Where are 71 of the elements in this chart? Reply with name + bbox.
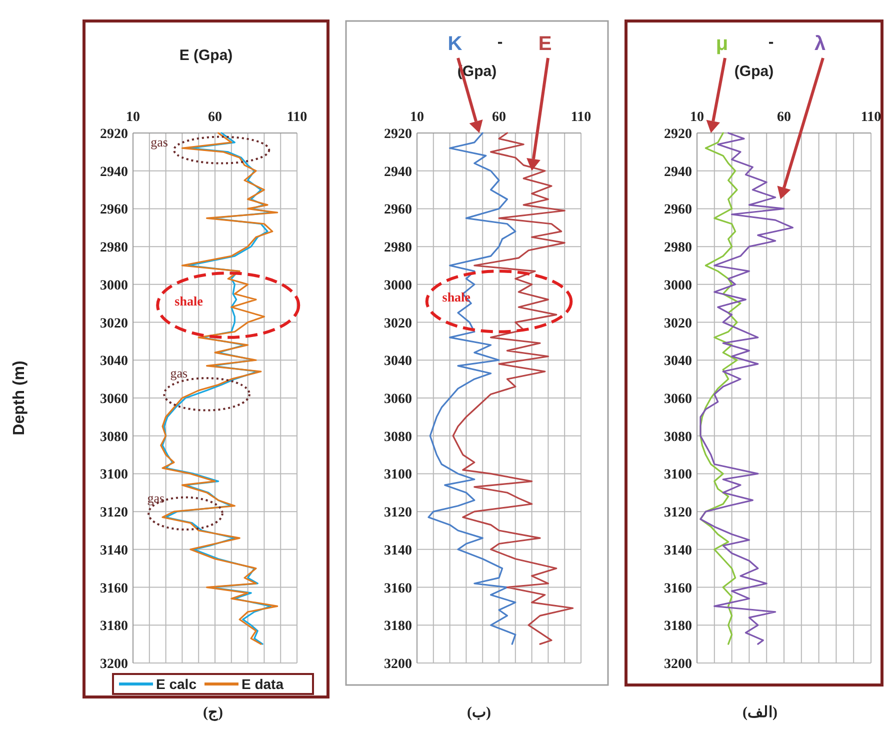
y-tick-label: 3160 — [100, 581, 128, 596]
y-tick-label: 3200 — [384, 657, 412, 672]
y-tick-label: 3100 — [664, 468, 692, 483]
y-tick-label: 2980 — [664, 240, 692, 256]
x-tick-label: 10 — [410, 110, 424, 125]
legend-label: E calc — [156, 676, 197, 692]
y-tick-label: 3080 — [664, 430, 692, 445]
annotation: gas — [170, 365, 188, 380]
text: μ — [716, 33, 728, 55]
text: - — [768, 34, 774, 51]
y-tick-label: 2960 — [100, 202, 128, 218]
y-tick-label: 3160 — [384, 581, 412, 596]
legend-label: E data — [241, 676, 284, 692]
x-tick-label: 110 — [286, 110, 308, 125]
x-tick-label: 60 — [492, 110, 506, 125]
y-tick-label: 2960 — [384, 202, 412, 218]
text: (الف) — [742, 705, 778, 721]
y-tick-label: 2940 — [664, 164, 692, 180]
y-tick-label: 3000 — [384, 278, 412, 294]
annotation: shale — [174, 293, 204, 308]
x-tick-label: 60 — [208, 110, 222, 125]
text: λ — [814, 33, 826, 55]
y-tick-label: 3160 — [664, 581, 692, 596]
y-tick-label: 3000 — [664, 278, 692, 294]
y-tick-label: 3120 — [664, 506, 692, 521]
y-tick-label: 3140 — [100, 543, 128, 558]
y-tick-label: 2940 — [384, 164, 412, 180]
x-tick-label: 60 — [777, 110, 791, 125]
y-tick-label: 3140 — [664, 543, 692, 558]
x-tick-label: 10 — [126, 110, 140, 125]
y-tick-label: 3000 — [100, 278, 128, 294]
y-tick-label: 3020 — [100, 316, 128, 332]
y-tick-label: 3020 — [664, 316, 692, 332]
y-tick-label: 3120 — [100, 506, 128, 521]
y-tick-label: 3080 — [384, 430, 412, 445]
y-tick-label: 3080 — [100, 430, 128, 445]
y-tick-label: 2960 — [664, 202, 692, 218]
y-tick-label: 2920 — [664, 127, 692, 142]
annotation: gas — [147, 490, 165, 506]
annotation: gas — [150, 134, 168, 150]
text: (ج) — [203, 705, 223, 721]
text: (ب) — [467, 705, 491, 721]
y-tick-label: 3020 — [384, 316, 412, 332]
chart-title: (Gpa) — [734, 63, 774, 80]
chart-title: E (Gpa) — [179, 47, 233, 64]
y-tick-label: 2920 — [100, 127, 128, 142]
text: K — [448, 33, 463, 55]
y-tick-label: 3060 — [100, 392, 128, 407]
y-tick-label: 3180 — [100, 619, 128, 634]
y-tick-label: 3040 — [384, 354, 412, 370]
y-tick-label: 3100 — [384, 468, 412, 483]
text: E — [538, 33, 552, 55]
y-tick-label: 3120 — [384, 506, 412, 521]
x-tick-label: 110 — [570, 110, 592, 125]
y-tick-label: 3040 — [664, 354, 692, 370]
y-tick-label: 3140 — [384, 543, 412, 558]
y-tick-label: 2980 — [384, 240, 412, 256]
y-tick-label: 2940 — [100, 164, 128, 180]
y-tick-label: 2920 — [384, 127, 412, 142]
text: - — [497, 34, 503, 51]
y-axis-title: Depth (m) — [11, 360, 28, 436]
y-tick-label: 3040 — [100, 354, 128, 370]
y-tick-label: 3100 — [100, 468, 128, 483]
y-tick-label: 3180 — [664, 619, 692, 634]
x-tick-label: 10 — [690, 110, 704, 125]
y-tick-label: 3060 — [384, 392, 412, 407]
y-tick-label: 2980 — [100, 240, 128, 256]
y-tick-label: 3200 — [664, 657, 692, 672]
y-tick-label: 3180 — [384, 619, 412, 634]
y-tick-label: 3060 — [664, 392, 692, 407]
y-tick-label: 3200 — [100, 657, 128, 672]
